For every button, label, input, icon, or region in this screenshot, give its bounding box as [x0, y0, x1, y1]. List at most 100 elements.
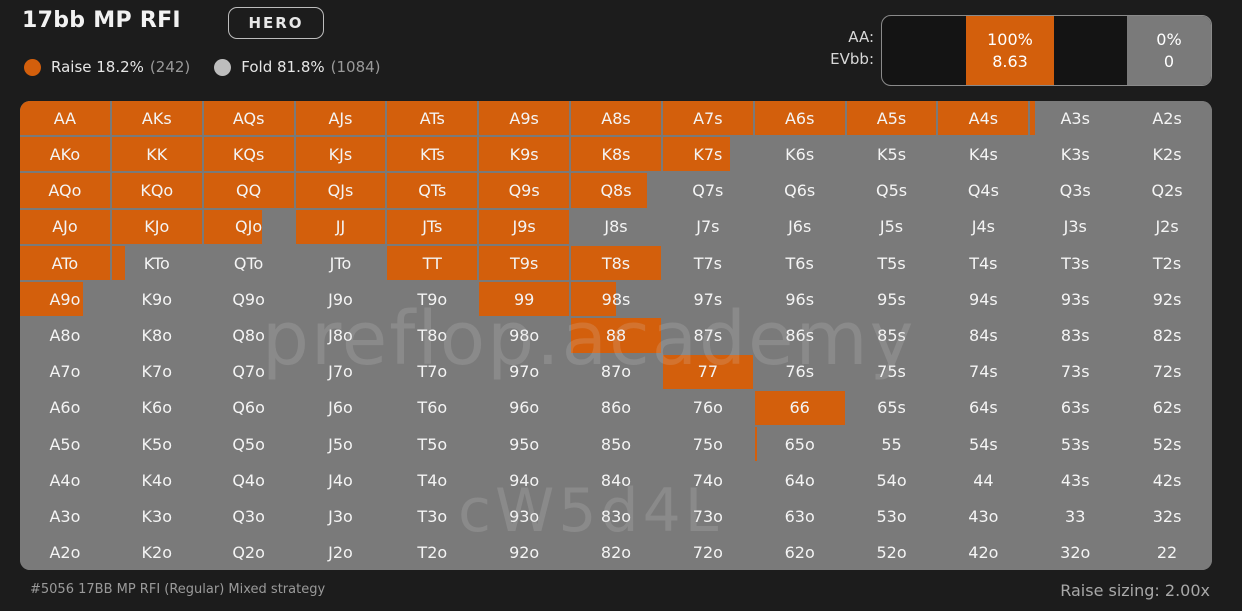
hand-cell[interactable]: Q6s: [754, 173, 845, 208]
hand-cell[interactable]: J9o: [295, 282, 386, 317]
hand-cell[interactable]: 73o: [662, 499, 753, 534]
hand-cell[interactable]: 66: [754, 390, 845, 426]
hand-cell[interactable]: JTs: [387, 209, 478, 244]
hand-cell[interactable]: 42o: [938, 535, 1029, 570]
hand-cell[interactable]: 62s: [1122, 390, 1212, 426]
hand-cell[interactable]: T9s: [479, 245, 570, 281]
hand-cell[interactable]: JTo: [295, 245, 386, 281]
hand-cell[interactable]: K9o: [111, 282, 202, 317]
hand-cell[interactable]: 63o: [754, 499, 845, 534]
hand-cell[interactable]: J3s: [1030, 209, 1121, 244]
hand-cell[interactable]: A5o: [20, 427, 110, 462]
hand-cell[interactable]: K9s: [479, 137, 570, 172]
hand-cell[interactable]: QQ: [203, 173, 294, 208]
hand-cell[interactable]: 77: [662, 354, 753, 389]
hand-cell[interactable]: 54o: [846, 463, 937, 498]
hand-cell[interactable]: 95o: [479, 427, 570, 462]
hand-cell[interactable]: AQs: [203, 101, 294, 136]
hand-cell[interactable]: A9o: [20, 282, 110, 317]
hand-cell[interactable]: J6s: [754, 209, 845, 244]
hero-badge[interactable]: HERO: [228, 7, 324, 39]
hand-cell[interactable]: A2s: [1122, 101, 1212, 136]
hand-cell[interactable]: K3s: [1030, 137, 1121, 172]
hand-cell[interactable]: A4s: [938, 101, 1029, 136]
hand-cell[interactable]: K8s: [571, 137, 661, 172]
hand-cell[interactable]: T7s: [662, 245, 753, 281]
hand-cell[interactable]: 75s: [846, 354, 937, 389]
hand-cell[interactable]: K7s: [662, 137, 753, 172]
hand-cell[interactable]: AKo: [20, 137, 110, 172]
hand-cell[interactable]: 52s: [1122, 427, 1212, 462]
legend-raise[interactable]: Raise 18.2% (242): [24, 58, 190, 76]
hand-cell[interactable]: 92s: [1122, 282, 1212, 317]
hand-cell[interactable]: A5s: [846, 101, 937, 136]
hand-cell[interactable]: 62o: [754, 535, 845, 570]
hand-cell[interactable]: T5o: [387, 427, 478, 462]
hand-cell[interactable]: 32s: [1122, 499, 1212, 534]
hand-cell[interactable]: K6s: [754, 137, 845, 172]
hand-cell[interactable]: J7o: [295, 354, 386, 389]
hand-cell[interactable]: Q9o: [203, 282, 294, 317]
hand-cell[interactable]: J5o: [295, 427, 386, 462]
hand-cell[interactable]: 53s: [1030, 427, 1121, 462]
hand-cell[interactable]: 42s: [1122, 463, 1212, 498]
hand-cell[interactable]: A8o: [20, 318, 110, 353]
hand-cell[interactable]: 94o: [479, 463, 570, 498]
hand-cell[interactable]: JJ: [295, 209, 386, 244]
hand-cell[interactable]: 97s: [662, 282, 753, 317]
hand-cell[interactable]: K4o: [111, 463, 202, 498]
hand-cell[interactable]: T2s: [1122, 245, 1212, 281]
hand-cell[interactable]: Q4o: [203, 463, 294, 498]
hand-cell[interactable]: Q7o: [203, 354, 294, 389]
hand-cell[interactable]: T8s: [571, 245, 661, 281]
hand-cell[interactable]: J3o: [295, 499, 386, 534]
hand-cell[interactable]: ATs: [387, 101, 478, 136]
hand-cell[interactable]: QJo: [203, 209, 294, 244]
hand-cell[interactable]: 87s: [662, 318, 753, 353]
hand-cell[interactable]: 32o: [1030, 535, 1121, 570]
hand-cell[interactable]: 86s: [754, 318, 845, 353]
hand-cell[interactable]: 88: [571, 318, 661, 353]
hand-cell[interactable]: K8o: [111, 318, 202, 353]
hand-cell[interactable]: Q2o: [203, 535, 294, 570]
hand-cell[interactable]: 44: [938, 463, 1029, 498]
hand-cell[interactable]: 99: [479, 282, 570, 317]
hand-cell[interactable]: A6o: [20, 390, 110, 426]
hand-cell[interactable]: 76s: [754, 354, 845, 389]
hand-cell[interactable]: 83o: [571, 499, 661, 534]
hand-cell[interactable]: 98s: [571, 282, 661, 317]
hand-cell[interactable]: K6o: [111, 390, 202, 426]
hand-cell[interactable]: J8o: [295, 318, 386, 353]
hand-cell[interactable]: 65s: [846, 390, 937, 426]
hand-cell[interactable]: QTs: [387, 173, 478, 208]
hand-cell[interactable]: 95s: [846, 282, 937, 317]
hand-cell[interactable]: 53o: [846, 499, 937, 534]
hand-cell[interactable]: K3o: [111, 499, 202, 534]
hand-cell[interactable]: 96o: [479, 390, 570, 426]
hand-cell[interactable]: 87o: [571, 354, 661, 389]
hand-cell[interactable]: 72s: [1122, 354, 1212, 389]
hand-cell[interactable]: A3o: [20, 499, 110, 534]
hand-cell[interactable]: 85s: [846, 318, 937, 353]
hand-cell[interactable]: A4o: [20, 463, 110, 498]
hand-cell[interactable]: T5s: [846, 245, 937, 281]
hand-cell[interactable]: 33: [1030, 499, 1121, 534]
hand-cell[interactable]: A6s: [754, 101, 845, 136]
hand-cell[interactable]: 85o: [571, 427, 661, 462]
hand-cell[interactable]: J2o: [295, 535, 386, 570]
hand-cell[interactable]: 75o: [662, 427, 753, 462]
hand-cell[interactable]: K2o: [111, 535, 202, 570]
hand-cell[interactable]: T7o: [387, 354, 478, 389]
hand-cell[interactable]: 93s: [1030, 282, 1121, 317]
hand-cell[interactable]: 83s: [1030, 318, 1121, 353]
hand-cell[interactable]: KK: [111, 137, 202, 172]
hand-cell[interactable]: QTo: [203, 245, 294, 281]
hand-cell[interactable]: A7s: [662, 101, 753, 136]
hand-cell[interactable]: Q5s: [846, 173, 937, 208]
hand-cell[interactable]: 98o: [479, 318, 570, 353]
hand-cell[interactable]: Q8s: [571, 173, 661, 208]
hand-cell[interactable]: 82s: [1122, 318, 1212, 353]
hand-cell[interactable]: 52o: [846, 535, 937, 570]
hand-cell[interactable]: AKs: [111, 101, 202, 136]
hand-cell[interactable]: Q5o: [203, 427, 294, 462]
